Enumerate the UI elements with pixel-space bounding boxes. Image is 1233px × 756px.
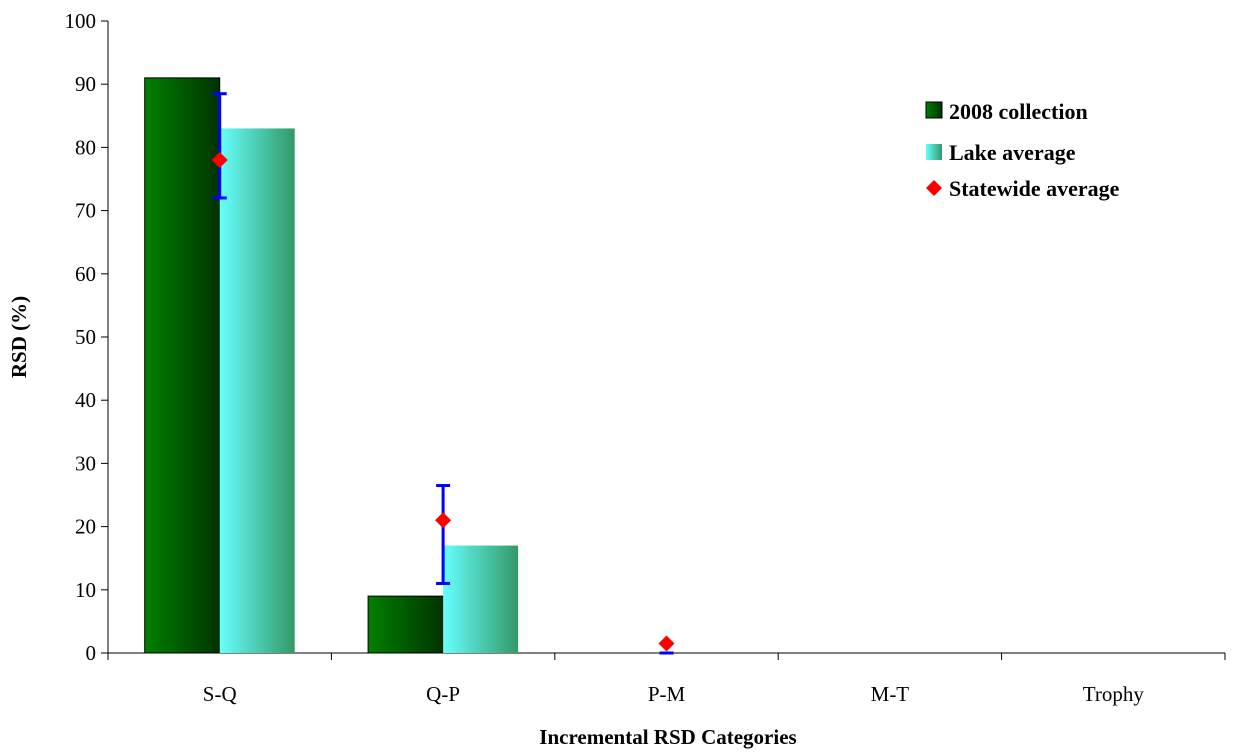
bar-2008-collection bbox=[144, 77, 221, 654]
y-tick-label: 40 bbox=[75, 388, 96, 412]
y-axis: 0 10 20 30 40 50 60 70 80 90 100 bbox=[65, 9, 109, 665]
x-tick-label: P-M bbox=[648, 682, 686, 706]
bar-lake-average bbox=[443, 545, 519, 653]
statewide-average-marker bbox=[435, 512, 452, 529]
bar-lake-average bbox=[219, 128, 295, 653]
y-tick-label: 30 bbox=[75, 451, 96, 475]
legend-label-lake-average: Lake average bbox=[949, 140, 1076, 165]
y-tick-label: 90 bbox=[75, 72, 96, 96]
x-tick-label: Trophy bbox=[1083, 682, 1145, 706]
legend: 2008 collection Lake average Statewide a… bbox=[925, 99, 1120, 201]
statewide-average-marker bbox=[658, 635, 675, 652]
error-bars bbox=[212, 92, 674, 655]
y-axis-title: RSD (%) bbox=[7, 296, 31, 378]
y-tick-label: 0 bbox=[86, 641, 97, 665]
bar-2008-collection bbox=[367, 595, 444, 654]
bars bbox=[144, 77, 519, 654]
x-tick-label: S-Q bbox=[203, 682, 237, 706]
y-tick-label: 60 bbox=[75, 262, 96, 286]
y-tick-label: 80 bbox=[75, 135, 96, 159]
legend-swatch-lake-average bbox=[926, 144, 942, 160]
y-tick-label: 100 bbox=[65, 9, 97, 33]
legend-label-statewide-average: Statewide average bbox=[949, 176, 1120, 201]
statewide-average-marker bbox=[211, 152, 228, 169]
x-tick-label: M-T bbox=[871, 682, 910, 706]
y-tick-label: 20 bbox=[75, 515, 96, 539]
legend-label-2008-collection: 2008 collection bbox=[949, 99, 1088, 124]
statewide-markers bbox=[211, 152, 675, 652]
y-tick-label: 70 bbox=[75, 199, 96, 223]
x-axis-title: Incremental RSD Categories bbox=[539, 725, 796, 749]
x-axis: S-Q Q-P P-M M-T Trophy bbox=[107, 652, 1226, 706]
y-tick-label: 50 bbox=[75, 325, 96, 349]
legend-swatch-2008-collection bbox=[925, 101, 943, 119]
y-tick-label: 10 bbox=[75, 578, 96, 602]
x-tick-label: Q-P bbox=[426, 682, 460, 706]
legend-marker-statewide-average bbox=[926, 180, 942, 196]
